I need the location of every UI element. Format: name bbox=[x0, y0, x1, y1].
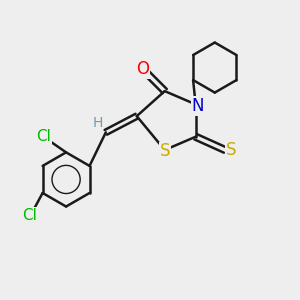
Text: S: S bbox=[160, 142, 170, 160]
Text: O: O bbox=[136, 60, 149, 78]
Text: N: N bbox=[192, 97, 204, 115]
Text: S: S bbox=[226, 141, 236, 159]
Text: Cl: Cl bbox=[36, 129, 51, 144]
Text: Cl: Cl bbox=[22, 208, 38, 223]
Text: H: H bbox=[92, 116, 103, 130]
